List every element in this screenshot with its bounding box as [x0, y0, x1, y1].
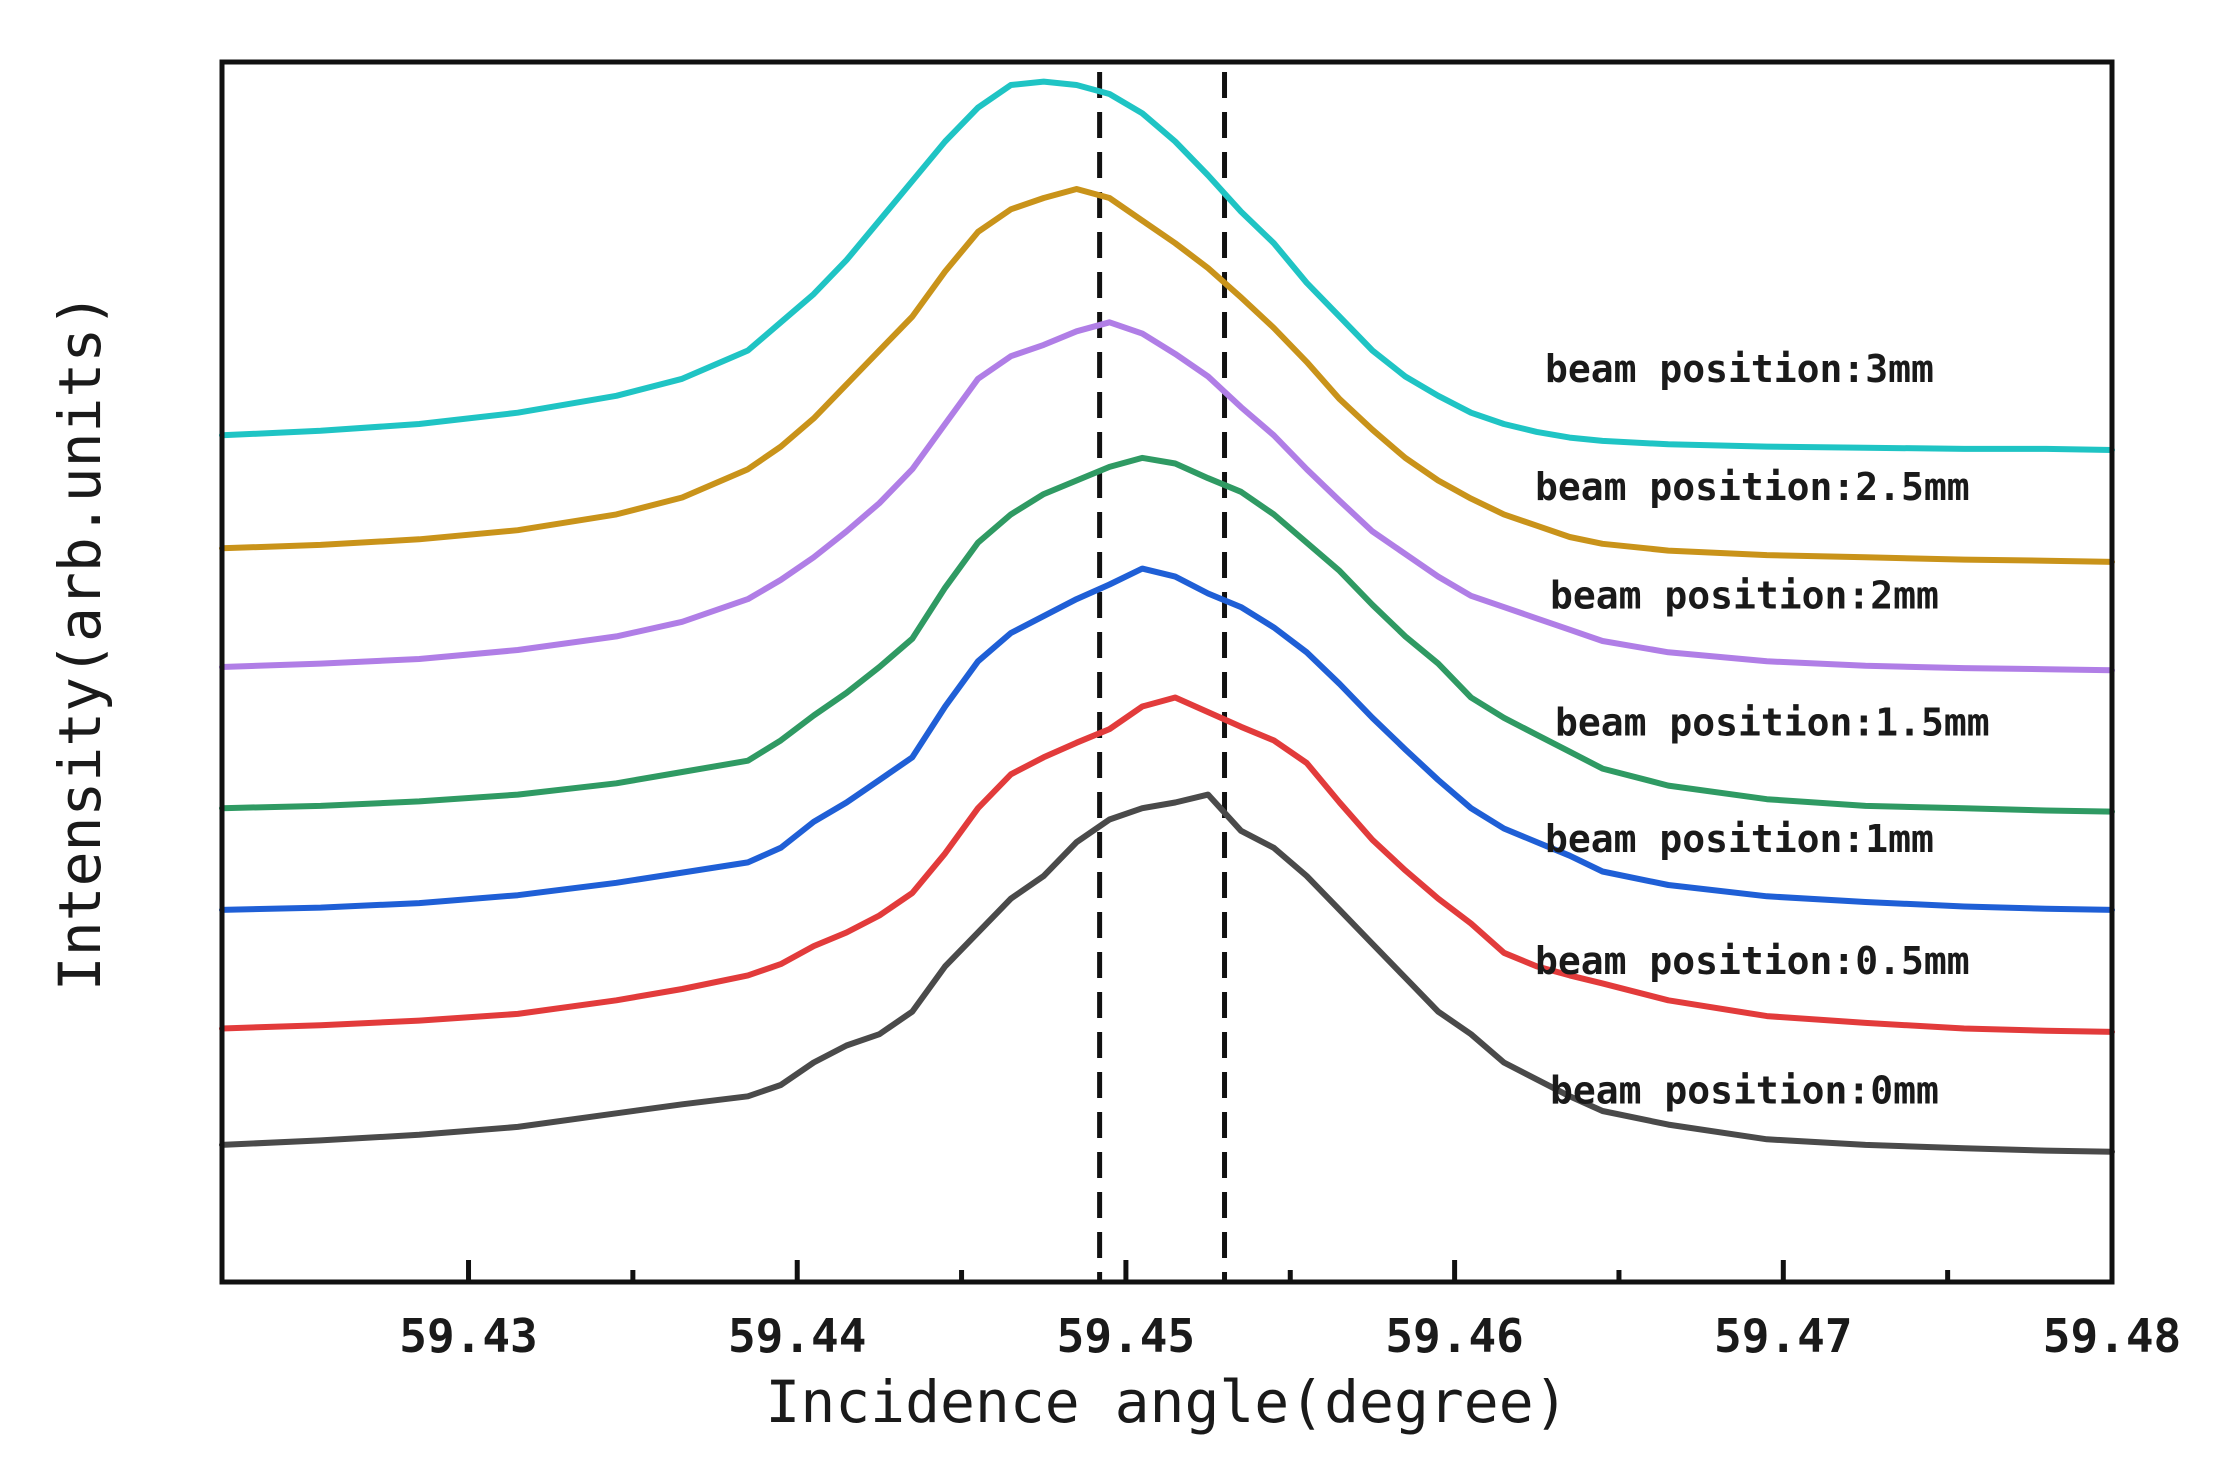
- series-label-0: beam position:0mm: [1550, 1069, 1939, 1113]
- series-label-2: beam position:1mm: [1545, 817, 1934, 861]
- plot-frame: [219, 59, 2115, 1285]
- x-axis-ticks: 59.43 59.44 59.45 59.46 59.47 59.48: [399, 1260, 2181, 1363]
- x-tick-label: 59.47: [1714, 1309, 1852, 1363]
- series-label-4: beam position:2mm: [1550, 573, 1939, 617]
- x-tick-label: 59.46: [1385, 1309, 1523, 1363]
- series-line-6: [219, 78, 2115, 453]
- x-tick-label: 59.48: [2043, 1309, 2181, 1363]
- series-line-5: [219, 186, 2115, 565]
- x-axis-title: Incidence angle(degree): [765, 1368, 1568, 1436]
- x-tick-label: 59.44: [728, 1309, 866, 1363]
- series-labels: beam position:0mm beam position:0.5mm beam…: [1535, 347, 1990, 1113]
- series-label-6: beam position:3mm: [1545, 347, 1934, 391]
- series-line-2: [219, 565, 2115, 913]
- series-line-1: [219, 694, 2115, 1035]
- x-tick-label: 59.43: [399, 1309, 537, 1363]
- y-axis-title: Intensity(arb.units): [46, 293, 114, 991]
- reference-lines: [1097, 72, 1228, 1282]
- x-tick-label: 59.45: [1057, 1309, 1195, 1363]
- series-label-5: beam position:2.5mm: [1535, 465, 1970, 509]
- series-label-1: beam position:0.5mm: [1535, 939, 1970, 983]
- series-line-4: [219, 319, 2115, 674]
- series-label-3: beam position:1.5mm: [1555, 701, 1990, 745]
- series-line-0: [219, 791, 2115, 1155]
- series-line-3: [219, 454, 2115, 815]
- series-group: [219, 78, 2115, 1155]
